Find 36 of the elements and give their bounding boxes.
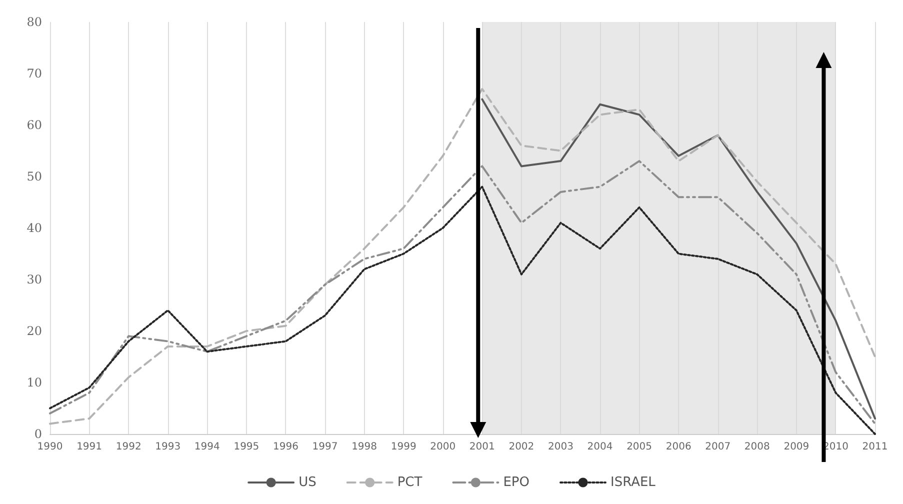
y-tick-label: 70 <box>26 66 42 80</box>
x-tick-label: 2000 <box>430 442 456 452</box>
x-tick-label: 1994 <box>194 442 220 452</box>
x-tick-label: 2006 <box>666 442 692 452</box>
x-tick-label: 1993 <box>155 442 181 452</box>
line-series <box>481 98 876 420</box>
x-tick-label: 1996 <box>272 442 298 452</box>
x-tick-label: 2001 <box>469 442 495 452</box>
x-tick-label: 1990 <box>37 442 63 452</box>
x-tick-label: 2011 <box>862 442 888 452</box>
y-tick-label: 10 <box>26 376 42 390</box>
x-tick-label: 2007 <box>705 442 731 452</box>
x-tick-label: 2009 <box>784 442 810 452</box>
y-tick-label: 60 <box>26 118 42 132</box>
legend-label: ISRAEL <box>610 475 656 490</box>
line-series <box>49 88 876 425</box>
x-tick-label: 1999 <box>390 442 416 452</box>
x-tick-label: 1991 <box>76 442 102 452</box>
y-tick-label: 0 <box>34 427 42 441</box>
y-tick-label: 30 <box>26 272 42 286</box>
y-tick-label: 20 <box>26 324 42 338</box>
x-tick-label: 1992 <box>116 442 142 452</box>
x-tick-label: 2004 <box>587 442 613 452</box>
x-tick-label: 2008 <box>744 442 770 452</box>
legend-label: US <box>298 475 316 490</box>
legend-label: EPO <box>503 475 530 490</box>
x-tick-label: 2003 <box>548 442 574 452</box>
y-tick-label: 50 <box>26 170 42 184</box>
x-tick-label: 1998 <box>352 442 378 452</box>
legend-label: PCT <box>397 475 422 490</box>
x-tick-label: 1995 <box>234 442 260 452</box>
x-tick-label: 2002 <box>508 442 534 452</box>
x-tick-label: 2005 <box>626 442 652 452</box>
y-tick-label: 80 <box>26 15 42 29</box>
y-tick-label: 40 <box>26 221 42 235</box>
x-tick-label: 1997 <box>312 442 338 452</box>
